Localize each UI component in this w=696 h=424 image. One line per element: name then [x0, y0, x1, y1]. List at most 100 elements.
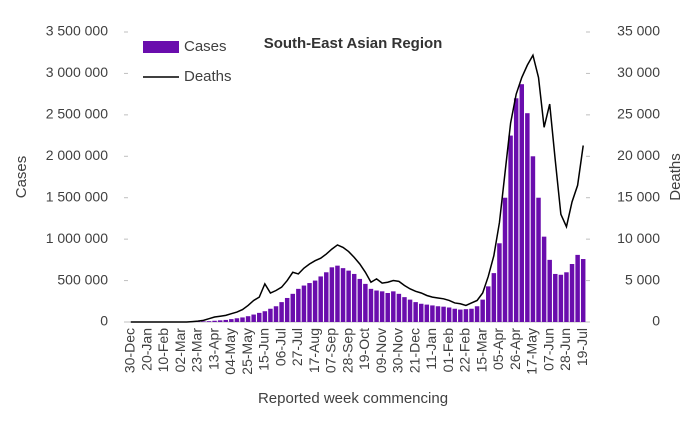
bar	[335, 265, 340, 322]
bar	[569, 264, 575, 322]
bar	[469, 308, 474, 322]
legend-label: Deaths	[184, 68, 232, 85]
bar	[318, 276, 323, 322]
x-tick-label: 25-May	[239, 328, 255, 375]
legend-swatch	[143, 41, 179, 53]
bar	[536, 197, 541, 322]
bar	[396, 293, 402, 322]
x-tick-label: 20-Jan	[138, 328, 154, 371]
y2-tick-label: 10 000	[617, 230, 660, 246]
y2-tick-label: 5 000	[625, 271, 660, 287]
x-tick-label: 21-Dec	[406, 328, 422, 373]
x-tick-label: 30-Nov	[390, 328, 406, 373]
x-tick-label: 27-Jul	[289, 328, 305, 366]
bar	[212, 320, 217, 322]
bar	[525, 113, 530, 322]
bar	[402, 297, 407, 322]
bar	[273, 306, 279, 322]
x-tick-label: 13-Apr	[205, 328, 221, 370]
bar	[363, 283, 368, 322]
y2-tick-label: 30 000	[617, 64, 660, 80]
bar	[441, 306, 446, 322]
bar	[346, 270, 351, 322]
bar	[446, 307, 452, 322]
bar	[491, 273, 497, 322]
bar	[452, 308, 457, 322]
x-tick-label: 28-Sep	[339, 328, 355, 373]
bar	[301, 285, 307, 322]
x-tick-label: 23-Mar	[189, 328, 205, 373]
y2-tick-label: 0	[652, 313, 660, 329]
x-tick-label: 04-May	[222, 328, 238, 375]
bar	[407, 299, 413, 322]
bar	[530, 156, 536, 322]
x-tick-label: 09-Nov	[373, 328, 389, 373]
bar	[430, 305, 435, 322]
x-tick-label: 02-Mar	[172, 328, 188, 373]
bar	[234, 318, 240, 322]
bar	[480, 299, 485, 322]
bar	[553, 273, 558, 322]
bar	[357, 278, 363, 322]
bar	[245, 316, 251, 322]
x-tick-label: 05-Apr	[490, 328, 506, 370]
bar	[497, 243, 502, 322]
bar	[424, 304, 430, 322]
bar	[240, 317, 245, 322]
chart-title: South-East Asian Region	[264, 35, 443, 52]
bar	[329, 267, 335, 322]
bar	[458, 309, 463, 322]
bar	[413, 302, 418, 322]
x-tick-label: 28-Jun	[557, 328, 573, 371]
y2-tick-label: 35 000	[617, 23, 660, 39]
y2-tick-label: 25 000	[617, 106, 660, 122]
y-tick-label: 3 500 000	[46, 23, 108, 39]
bar	[575, 254, 580, 322]
bar	[223, 319, 228, 322]
y-tick-label: 1 500 000	[46, 188, 108, 204]
bar	[385, 293, 390, 322]
bar	[351, 273, 357, 322]
bar	[513, 98, 519, 323]
bar	[435, 306, 441, 322]
bar	[374, 290, 379, 322]
x-tick-label: 19-Jul	[574, 328, 590, 366]
bar	[307, 283, 312, 322]
y2-tick-label: 20 000	[617, 147, 660, 163]
y-tick-label: 2 500 000	[46, 106, 108, 122]
y-tick-label: 3 000 000	[46, 64, 108, 80]
x-tick-label: 22-Feb	[457, 328, 473, 373]
x-tick-label: 19-Oct	[356, 328, 372, 370]
x-tick-label: 07-Sep	[323, 328, 339, 373]
y2-tick-label: 15 000	[617, 188, 660, 204]
bar	[262, 311, 268, 322]
x-tick-label: 06-Jul	[272, 328, 288, 366]
bar	[474, 306, 480, 322]
bar	[217, 320, 223, 322]
bar	[340, 268, 346, 322]
x-tick-label: 17-Aug	[306, 328, 322, 373]
x-tick-label: 15-Jun	[256, 328, 272, 371]
bar	[251, 314, 256, 322]
line	[130, 53, 584, 323]
x-tick-label: 17-May	[524, 328, 540, 375]
y2-axis-title: Deaths	[667, 153, 684, 201]
x-tick-label: 15-Mar	[473, 328, 489, 373]
bar	[206, 321, 212, 322]
bar	[463, 309, 469, 322]
x-tick-label: 07-Jun	[540, 328, 556, 371]
bar	[368, 288, 374, 322]
bar	[296, 288, 301, 322]
x-tick-label: 11-Jan	[423, 328, 439, 370]
bar	[229, 319, 234, 322]
x-tick-label: 10-Feb	[155, 328, 171, 373]
bar	[508, 135, 513, 322]
y-tick-label: 500 000	[57, 271, 108, 287]
bar	[257, 312, 262, 322]
bar	[284, 297, 290, 322]
bar	[312, 280, 318, 322]
y-tick-label: 1 000 000	[46, 230, 108, 246]
bar	[290, 293, 296, 322]
